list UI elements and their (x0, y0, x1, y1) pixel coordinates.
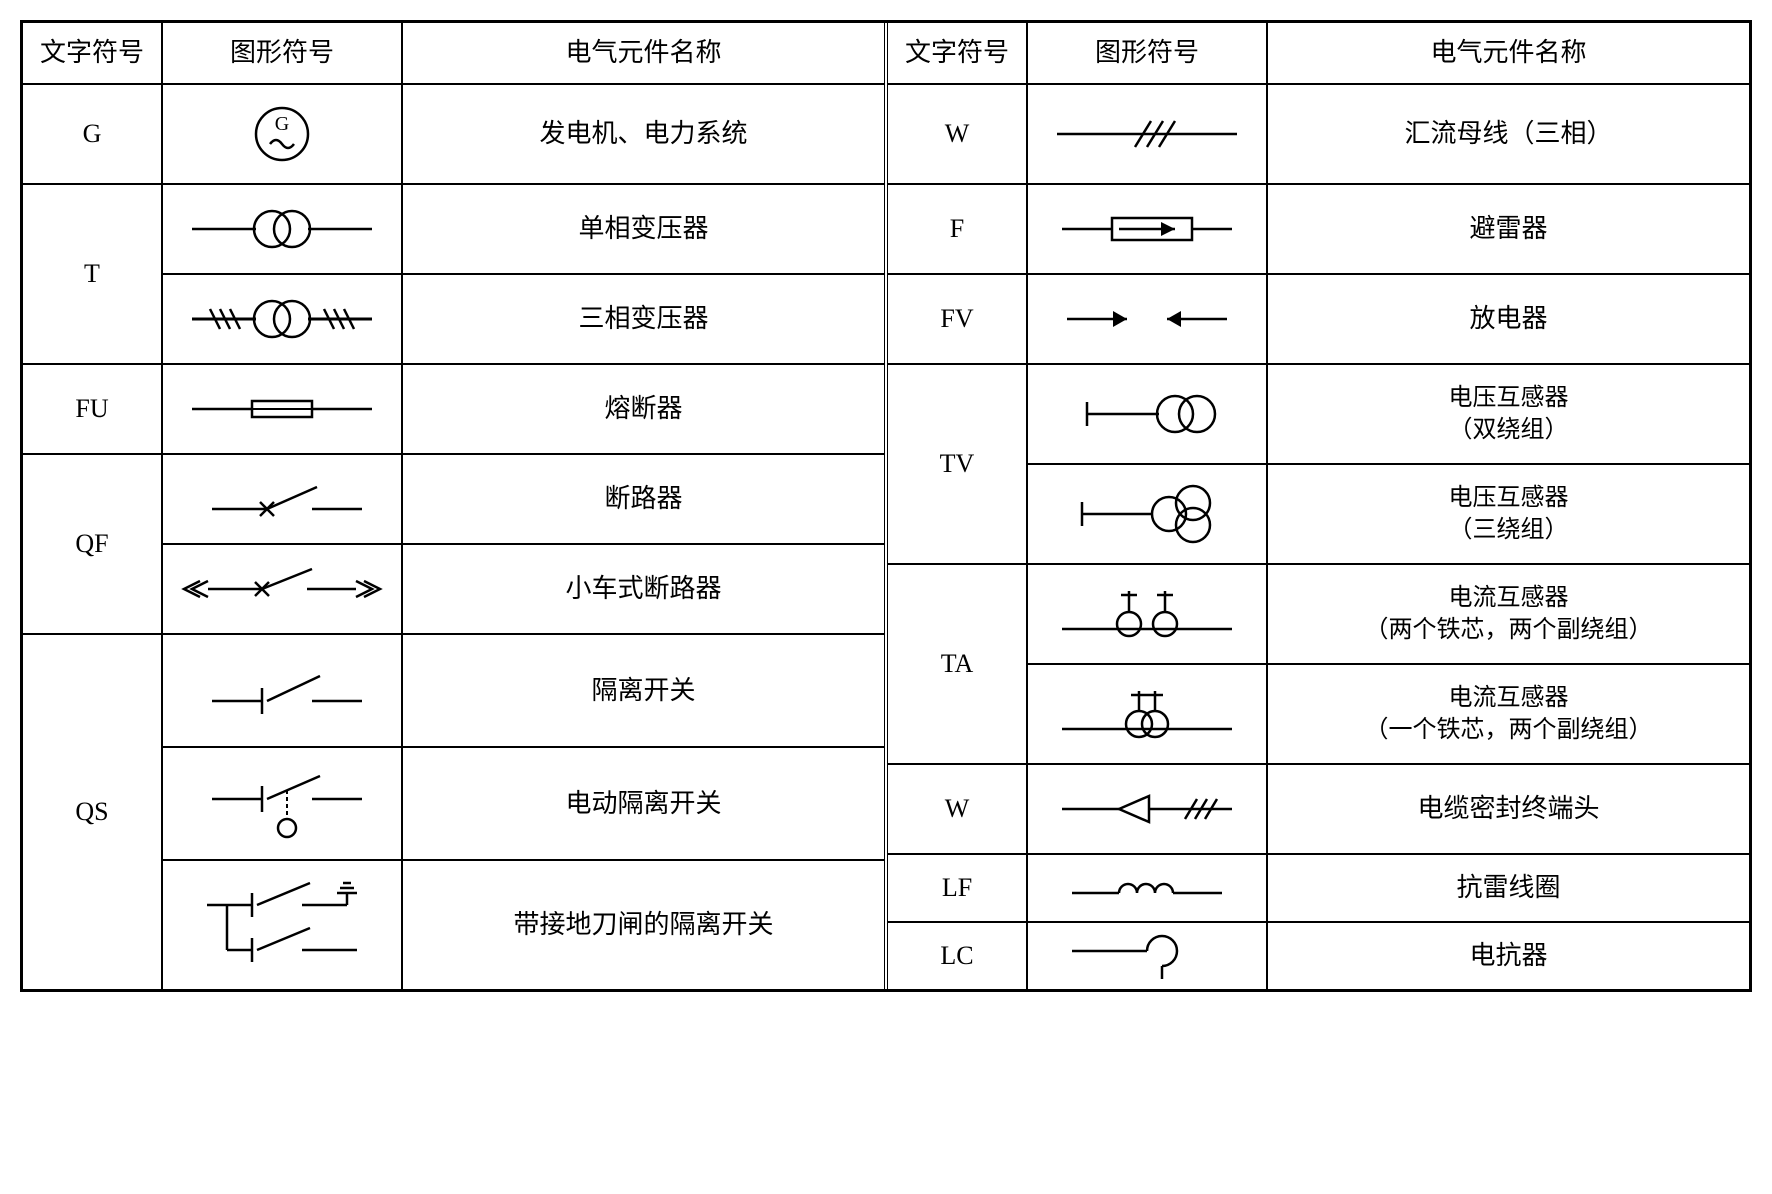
row-QS: QS 隔离开关 (23, 633, 884, 989)
row-G: G G 发电机、电力系统 (23, 83, 884, 183)
code-TA: TA (888, 565, 1028, 763)
name-TV-1: 电压互感器（三绕组） (1268, 465, 1749, 563)
row-FV: FV 放电器 (888, 273, 1749, 363)
header-row-r: 文字符号 图形符号 电气元件名称 (888, 23, 1749, 83)
row-LC: LC 电抗器 (888, 921, 1749, 989)
code-G: G (23, 85, 163, 183)
row-QF: QF 断路器 (23, 453, 884, 633)
name-QF-0: 断路器 (403, 455, 884, 543)
name-TV-0: 电压互感器（双绕组） (1268, 365, 1749, 463)
code-F: F (888, 185, 1028, 273)
symbol-arrester (1028, 185, 1268, 273)
code-QF: QF (23, 455, 163, 633)
code-FV: FV (888, 275, 1028, 363)
row-TA: TA 电流互感器（两个铁芯，两个副绕组） (888, 563, 1749, 763)
name-QS-2: 带接地刀闸的隔离开关 (403, 861, 884, 989)
header-symbol-r: 图形符号 (1028, 23, 1268, 83)
header-row: 文字符号 图形符号 电气元件名称 (23, 23, 884, 83)
code-T: T (23, 185, 163, 363)
symbol-voltage-transformer-2w (1028, 365, 1268, 463)
symbol-fuse (163, 365, 403, 453)
symbol-truck-circuit-breaker (163, 545, 403, 633)
name-FU: 熔断器 (403, 365, 884, 453)
row-T: T 单相变压器 (23, 183, 884, 363)
symbol-current-transformer-2core (1028, 565, 1268, 663)
row-FU: FU 熔断器 (23, 363, 884, 453)
name-G: 发电机、电力系统 (403, 85, 884, 183)
symbol-reactor (1028, 923, 1268, 989)
name-T-0: 单相变压器 (403, 185, 884, 273)
symbol-busbar-3phase (1028, 85, 1268, 183)
header-symbol: 图形符号 (163, 23, 403, 83)
name-F: 避雷器 (1268, 185, 1749, 273)
symbol-table: 文字符号 图形符号 电气元件名称 G G 发电机、电力系统 T (20, 20, 1752, 992)
symbol-lightning-coil (1028, 855, 1268, 921)
symbol-discharger (1028, 275, 1268, 363)
header-code-r: 文字符号 (888, 23, 1028, 83)
code-FU: FU (23, 365, 163, 453)
name-QS-1: 电动隔离开关 (403, 748, 884, 859)
name-FV: 放电器 (1268, 275, 1749, 363)
code-TV: TV (888, 365, 1028, 563)
left-half: 文字符号 图形符号 电气元件名称 G G 发电机、电力系统 T (23, 23, 884, 989)
code-W: W (888, 85, 1028, 183)
symbol-grounding-disconnector (163, 861, 403, 989)
header-name-r: 电气元件名称 (1268, 23, 1749, 83)
symbol-disconnector (163, 635, 403, 746)
name-LF: 抗雷线圈 (1268, 855, 1749, 921)
symbol-current-transformer-1core (1028, 665, 1268, 763)
symbol-three-phase-transformer (163, 275, 403, 363)
name-TA-1: 电流互感器（一个铁芯，两个副绕组） (1268, 665, 1749, 763)
symbol-voltage-transformer-3w (1028, 465, 1268, 563)
row-W2: W 电缆密封终端头 (888, 763, 1749, 853)
right-half: 文字符号 图形符号 电气元件名称 W 汇流母线（三相） F (884, 23, 1749, 989)
header-code: 文字符号 (23, 23, 163, 83)
code-LF: LF (888, 855, 1028, 921)
svg-text:G: G (275, 113, 289, 135)
symbol-single-phase-transformer (163, 185, 403, 273)
code-LC: LC (888, 923, 1028, 989)
header-name: 电气元件名称 (403, 23, 884, 83)
name-QS-0: 隔离开关 (403, 635, 884, 746)
row-W: W 汇流母线（三相） (888, 83, 1749, 183)
row-LF: LF 抗雷线圈 (888, 853, 1749, 921)
symbol-cable-termination (1028, 765, 1268, 853)
name-QF-1: 小车式断路器 (403, 545, 884, 633)
name-TA-0: 电流互感器（两个铁芯，两个副绕组） (1268, 565, 1749, 663)
row-F: F 避雷器 (888, 183, 1749, 273)
symbol-generator: G (163, 85, 403, 183)
row-TV: TV 电压互感器（双绕组） (888, 363, 1749, 563)
symbol-circuit-breaker (163, 455, 403, 543)
code-W2: W (888, 765, 1028, 853)
code-QS: QS (23, 635, 163, 989)
name-T-1: 三相变压器 (403, 275, 884, 363)
symbol-motor-disconnector (163, 748, 403, 859)
name-W2: 电缆密封终端头 (1268, 765, 1749, 853)
name-W: 汇流母线（三相） (1268, 85, 1749, 183)
name-LC: 电抗器 (1268, 923, 1749, 989)
